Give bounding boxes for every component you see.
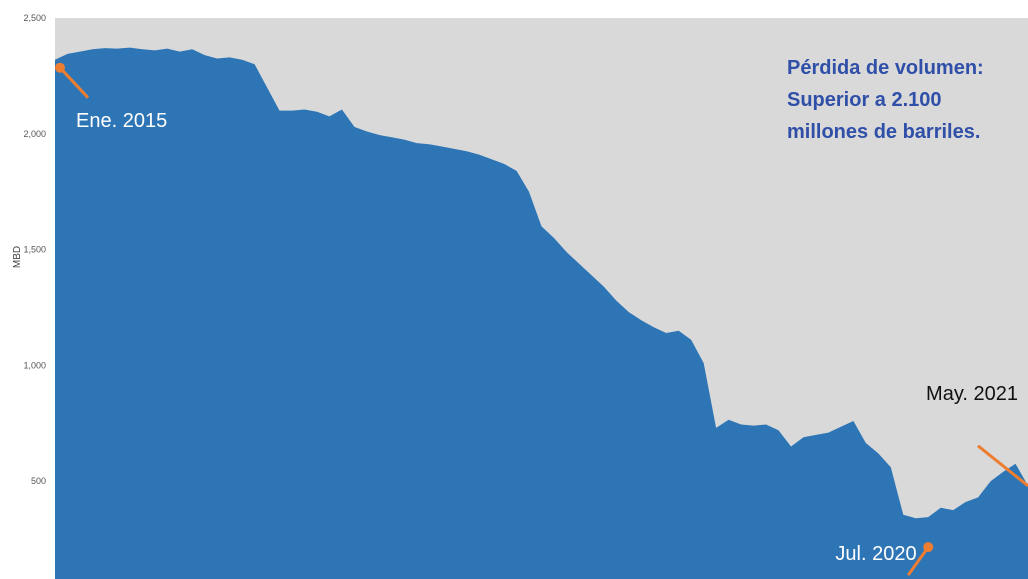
- annotation-label: May. 2021: [926, 383, 1018, 405]
- annotation-label: Jul. 2020: [835, 543, 916, 565]
- y-tick-label: 2,500: [23, 13, 46, 23]
- y-tick-label: 1,500: [23, 245, 46, 255]
- y-tick-label: 1,000: [23, 360, 46, 370]
- y-tick-label: 2,000: [23, 129, 46, 139]
- annotation-leader-line: [977, 444, 1028, 488]
- note-line-3: millones de barriles.: [787, 121, 980, 143]
- production-area: [55, 47, 1028, 579]
- annotation-leader-line: [906, 546, 930, 576]
- note-line-2: Superior a 2.100: [787, 89, 942, 111]
- annotation-markers: Ene. 2015 Jul. 2020 May. 2021: [55, 62, 1028, 576]
- annotation-label: Ene. 2015: [76, 110, 167, 132]
- annotation-leader-line: [58, 66, 90, 99]
- y-tick-label: 500: [31, 476, 46, 486]
- volume-loss-note: Pérdida de volumen: Superior a 2.100 mil…: [787, 57, 989, 143]
- y-axis-ticks: 500 1,000 1,500 2,000 2,500: [23, 13, 46, 486]
- note-line-1: Pérdida de volumen:: [787, 57, 984, 79]
- annotation-dot: [923, 542, 934, 553]
- annotation-dot: [55, 62, 65, 73]
- y-axis-label: MBD: [12, 246, 23, 268]
